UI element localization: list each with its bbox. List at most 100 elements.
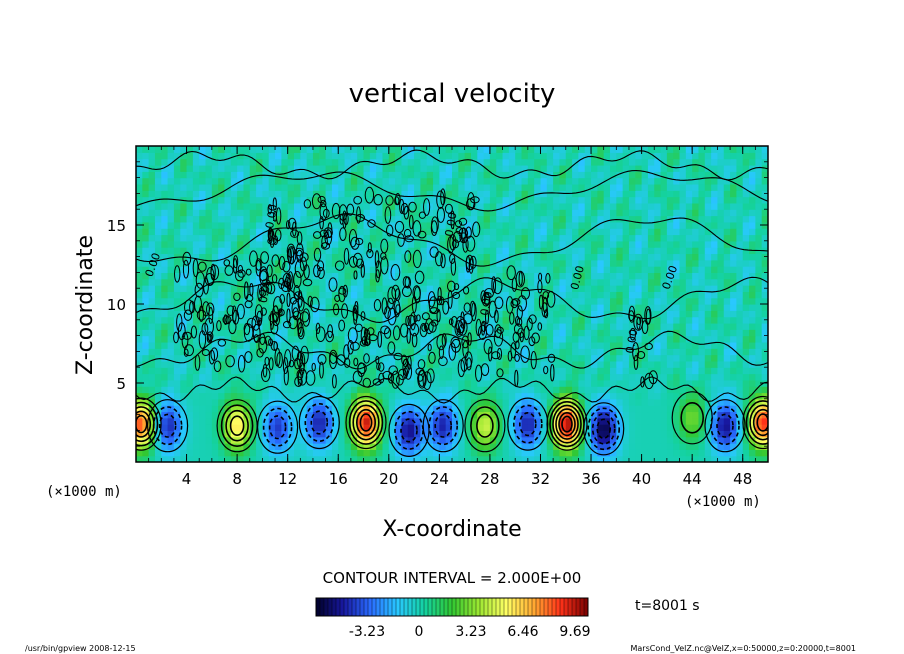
heatmap-cell — [616, 285, 624, 292]
heatmap-cell — [654, 259, 662, 267]
heatmap-cell — [489, 360, 497, 368]
heatmap-cell — [192, 455, 200, 462]
heatmap-cell — [211, 373, 219, 381]
heatmap-cell — [294, 183, 301, 191]
heatmap-cell — [603, 430, 611, 438]
heatmap-cell — [439, 367, 447, 375]
heatmap-cell — [136, 291, 143, 299]
heatmap-cell — [742, 215, 750, 223]
heatmap-cell — [268, 373, 276, 381]
heatmap-cell — [148, 221, 156, 229]
heatmap-cell — [306, 417, 314, 425]
heatmap-cell — [262, 171, 270, 179]
heatmap-cell — [237, 310, 245, 318]
heatmap-cell — [237, 367, 245, 375]
heatmap-cell — [230, 360, 238, 368]
heatmap-cell — [489, 455, 497, 462]
heatmap-cell — [597, 209, 605, 217]
heatmap-cell — [388, 405, 396, 413]
heatmap-cell — [622, 177, 630, 185]
heatmap-cell — [540, 272, 548, 280]
heatmap-cell — [736, 177, 744, 185]
heatmap-cell — [527, 234, 535, 242]
heatmap-cell — [167, 196, 175, 204]
heatmap-cell — [508, 152, 516, 160]
heatmap-cell — [281, 304, 289, 311]
heatmap-cell — [281, 152, 289, 160]
heatmap-cell — [395, 183, 403, 191]
heatmap-cell — [730, 449, 737, 457]
heatmap-cell — [565, 367, 573, 375]
heatmap-cell — [350, 436, 358, 444]
heatmap-cell — [344, 158, 352, 166]
heatmap-cell — [369, 272, 377, 280]
heatmap-cell — [401, 443, 409, 450]
heatmap-cell — [654, 322, 662, 330]
heatmap-cell — [521, 278, 529, 286]
heatmap-cell — [350, 146, 358, 153]
heatmap-cell — [546, 158, 554, 166]
heatmap-cell — [508, 424, 516, 431]
heatmap-cell — [742, 259, 750, 267]
heatmap-cell — [553, 411, 561, 419]
heatmap-cell — [616, 177, 624, 185]
heatmap-cell — [610, 221, 617, 229]
heatmap-cell — [458, 392, 466, 400]
heatmap-cell — [357, 196, 365, 204]
heatmap-cell — [338, 348, 346, 356]
heatmap-cell — [553, 405, 561, 413]
heatmap-cell — [433, 278, 440, 286]
heatmap-cell — [654, 386, 662, 394]
heatmap-cell — [312, 310, 320, 318]
heatmap-cell — [180, 430, 188, 438]
heatmap-cell — [477, 297, 485, 305]
heatmap-cell — [161, 449, 169, 457]
heatmap-cell — [136, 247, 143, 255]
heatmap-cell — [527, 228, 535, 236]
heatmap-cell — [730, 285, 737, 292]
heatmap-cell — [470, 379, 478, 387]
heatmap-cell — [483, 436, 491, 444]
heatmap-cell — [136, 405, 143, 413]
heatmap-cell — [496, 221, 504, 229]
heatmap-cell — [654, 443, 662, 450]
heatmap-cell — [319, 379, 327, 387]
heatmap-cell — [565, 253, 573, 261]
heatmap-cell — [148, 183, 156, 191]
heatmap-cell — [717, 297, 725, 305]
heatmap-cell — [742, 164, 750, 172]
heatmap-cell — [628, 335, 636, 343]
heatmap-cell — [230, 158, 238, 166]
heatmap-cell — [654, 247, 662, 255]
heatmap-cell — [199, 240, 207, 248]
heatmap-cell — [256, 398, 263, 406]
heatmap-cell — [679, 322, 687, 330]
heatmap-cell — [199, 152, 207, 160]
heatmap-cell — [502, 348, 510, 356]
heatmap-cell — [452, 171, 459, 179]
heatmap-cell — [755, 379, 763, 387]
heatmap-cell — [578, 360, 586, 368]
heatmap-cell — [553, 304, 561, 311]
heatmap-cell — [350, 455, 358, 462]
heatmap-cell — [489, 253, 497, 261]
heatmap-cell — [483, 247, 491, 255]
heatmap-cell — [136, 228, 143, 236]
heatmap-cell — [502, 247, 510, 255]
heatmap-cell — [426, 234, 434, 242]
heatmap-cell — [218, 158, 226, 166]
heatmap-cell — [660, 247, 668, 255]
heatmap-cell — [376, 228, 384, 236]
heatmap-cell — [224, 164, 232, 172]
heatmap-cell — [584, 341, 592, 349]
heatmap-cell — [338, 455, 346, 462]
heatmap-cell — [635, 329, 643, 337]
heatmap-cell — [603, 392, 611, 400]
heatmap-cell — [477, 341, 485, 349]
heatmap-cell — [287, 373, 295, 381]
heatmap-cell — [502, 379, 510, 387]
heatmap-cell — [256, 221, 263, 229]
heatmap-cell — [647, 411, 655, 419]
heatmap-cell — [711, 322, 719, 330]
heatmap-cell — [553, 379, 561, 387]
